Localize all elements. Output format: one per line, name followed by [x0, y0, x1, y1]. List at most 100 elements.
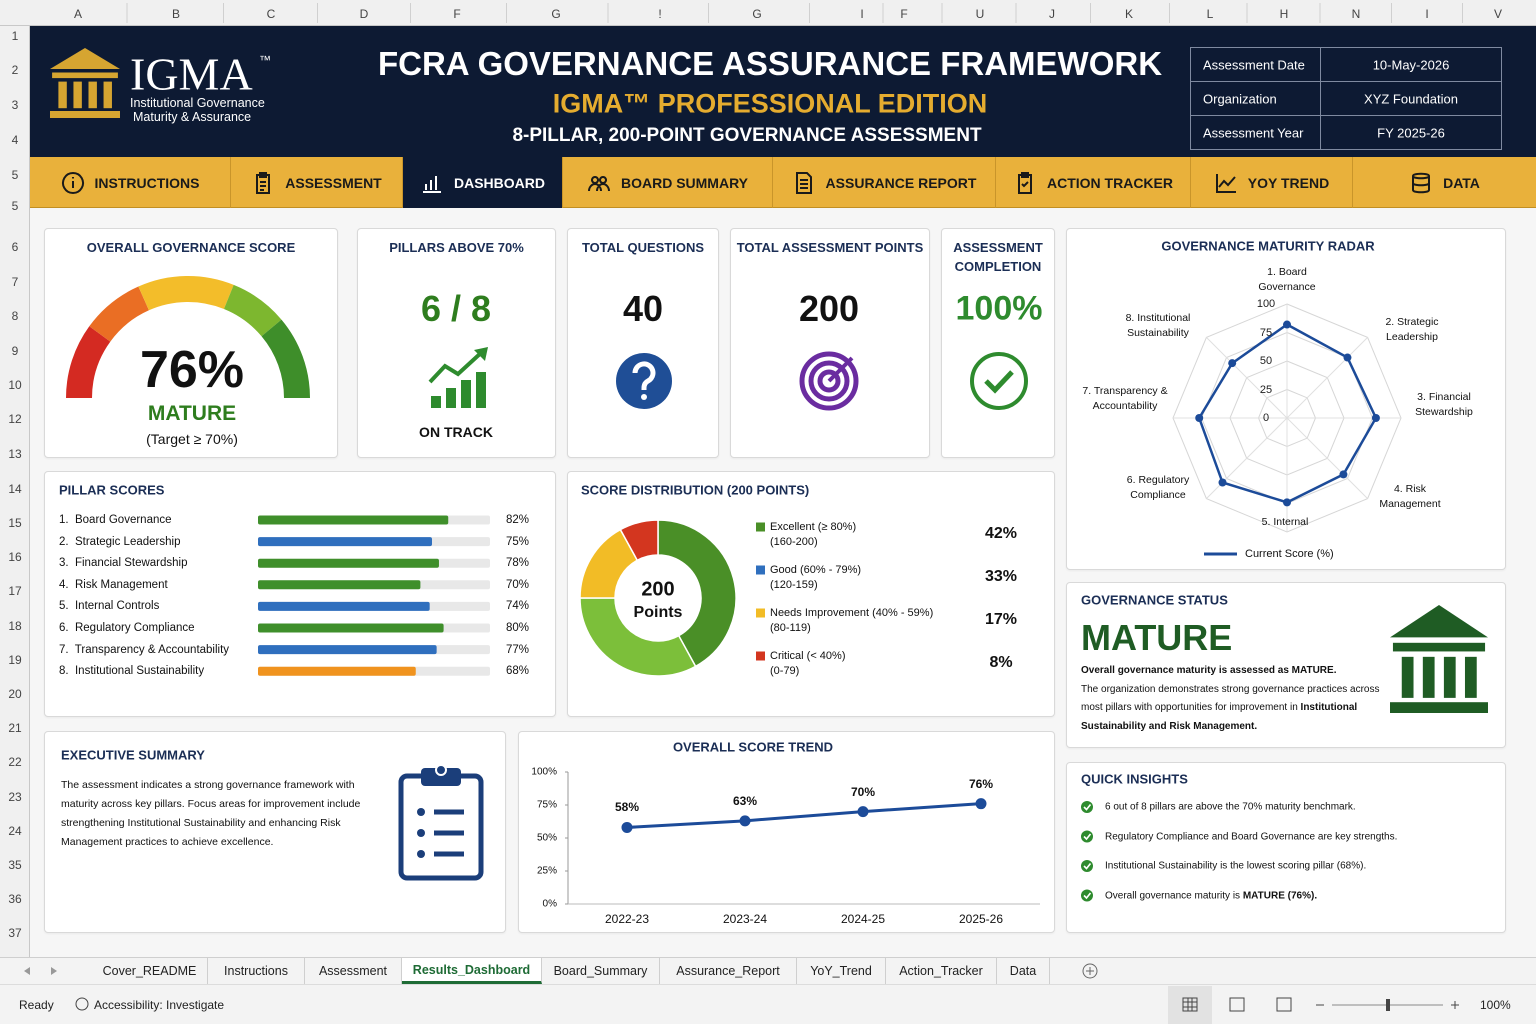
column [1464, 656, 1477, 698]
bar-label: 1. Board Governance [59, 514, 172, 526]
section-title: EXECUTIVE SUMMARY [61, 747, 205, 763]
row-header: 4 [11, 133, 19, 147]
status-icon [1390, 605, 1488, 713]
nav-tab[interactable]: DASHBOARD [402, 157, 562, 208]
sheet-tab[interactable]: Cover_README [92, 958, 208, 984]
sheet-tab-label: Assurance_Report [676, 964, 780, 978]
legend-range: (80-119) [770, 622, 811, 634]
column-header: U [975, 7, 985, 21]
gauge-segment [261, 319, 310, 398]
nav-tab-label: ACTION TRACKER [1047, 174, 1173, 191]
nav-tab[interactable]: ASSURANCE REPORT [772, 157, 995, 208]
insight-text: Overall governance maturity is [1105, 890, 1243, 901]
logo-tagline: Maturity & Assurance [133, 110, 252, 124]
radar-axis-label: 1. Board Governance [1258, 266, 1316, 293]
donut-slice [657, 519, 737, 668]
nav-tab-label: DATA [1443, 174, 1480, 191]
y-tick-label: 75% [536, 799, 557, 811]
sheet-tab[interactable]: Board_Summary [542, 958, 660, 984]
row-header: 14 [8, 482, 22, 496]
nav-tab[interactable]: YOY TREND [1190, 157, 1352, 208]
value-label: 78% [505, 557, 529, 570]
column-header: A [73, 7, 83, 21]
nav-tab[interactable]: BOARD SUMMARY [562, 157, 772, 208]
scroll-left [24, 967, 30, 975]
sheet-tab[interactable]: Assurance_Report [660, 958, 797, 984]
radar-tick-label: 100 [1256, 298, 1276, 310]
kpi-value: 6 / 8 [420, 288, 492, 329]
info-value-cell [1320, 115, 1502, 150]
clipboard-body [398, 773, 484, 881]
column-header: C [266, 7, 276, 21]
sheet-tab[interactable]: Assessment [305, 958, 402, 984]
base [50, 111, 120, 118]
sheet-tab-label: Cover_README [102, 964, 197, 978]
sheet-tab[interactable]: Data [997, 958, 1050, 984]
nav-tab[interactable]: ASSESSMENT [230, 157, 402, 208]
sheet-tab[interactable]: YoY_Trend [797, 958, 886, 984]
trend-point [739, 815, 751, 827]
radar-axis-label: 6. Regulatory Compliance [1126, 474, 1190, 501]
column-header: F [900, 7, 908, 21]
donut-center-value: 200 [641, 578, 675, 601]
radar-tick-label: 25 [1259, 383, 1273, 396]
nav-tab[interactable]: INSTRUCTIONS [30, 157, 230, 208]
sheet-tab-bar [0, 957, 1536, 985]
row-header: 15 [8, 516, 22, 530]
row-header: 20 [8, 687, 22, 701]
nav-icon-glyph [423, 175, 441, 193]
gauge-segment [66, 326, 111, 398]
bar [258, 537, 432, 547]
insight-text: Regulatory Compliance and Board Governan… [1105, 831, 1398, 842]
pediment [50, 48, 120, 69]
row-header: 19 [8, 653, 22, 667]
column-header: N [1351, 7, 1361, 21]
bar [258, 580, 421, 590]
check-bullet [1081, 860, 1093, 872]
base [1390, 702, 1488, 713]
accessibility-icon [75, 997, 89, 1011]
view-normal [1182, 997, 1198, 1012]
insights-card [1066, 762, 1506, 933]
trend-icon-bar [461, 380, 471, 408]
entablature [52, 72, 118, 79]
nav-tab[interactable]: ACTION TRACKER [995, 157, 1190, 208]
y-tick-label: 25% [536, 865, 557, 877]
row-header: 22 [8, 755, 22, 769]
row-header: 17 [8, 584, 22, 598]
clipboard-hole [435, 764, 447, 776]
radar-tick-label: 50 [1259, 355, 1273, 367]
questions-card [567, 228, 719, 458]
column-header: ! [658, 7, 662, 21]
bar-label: 6. Regulatory Compliance [59, 622, 195, 634]
nav-icon-glyph [587, 175, 610, 191]
check-bullet-mark [1083, 804, 1092, 811]
status-ready: Ready [19, 998, 54, 1012]
nav-tab-label: DASHBOARD [454, 174, 545, 191]
radar-tick-label: 75 [1259, 326, 1273, 339]
trend-card [518, 731, 1055, 933]
trend-point [857, 806, 869, 818]
value-label: 17% [984, 611, 1018, 628]
legend-label: Good (60% - 79%) [770, 564, 862, 576]
pediment [1390, 605, 1488, 638]
nav-icon [1215, 173, 1236, 193]
row-header: 9 [11, 344, 19, 358]
value-label: 75% [505, 535, 529, 548]
sheet-tab[interactable]: Results_Dashboard [402, 958, 542, 984]
column [1443, 656, 1456, 698]
x-tick-label: 2023-24 [722, 912, 768, 926]
column [58, 81, 67, 109]
sheet-tab[interactable]: Instructions [208, 958, 305, 984]
trend-icon-bar [476, 372, 486, 408]
nav-icon-glyph [795, 171, 812, 194]
add-sheet [1082, 963, 1098, 979]
nav-tab[interactable]: DATA [1352, 157, 1536, 208]
nav-tab-label: ASSURANCE REPORT [825, 174, 977, 191]
status-emphasis: Institutional Sustainability and Risk Ma… [1081, 702, 1358, 732]
sheet-tab[interactable]: Action_Tracker [886, 958, 997, 984]
radar-spoke [1206, 337, 1288, 419]
entablature [1392, 642, 1486, 652]
pillars-card [357, 228, 556, 458]
